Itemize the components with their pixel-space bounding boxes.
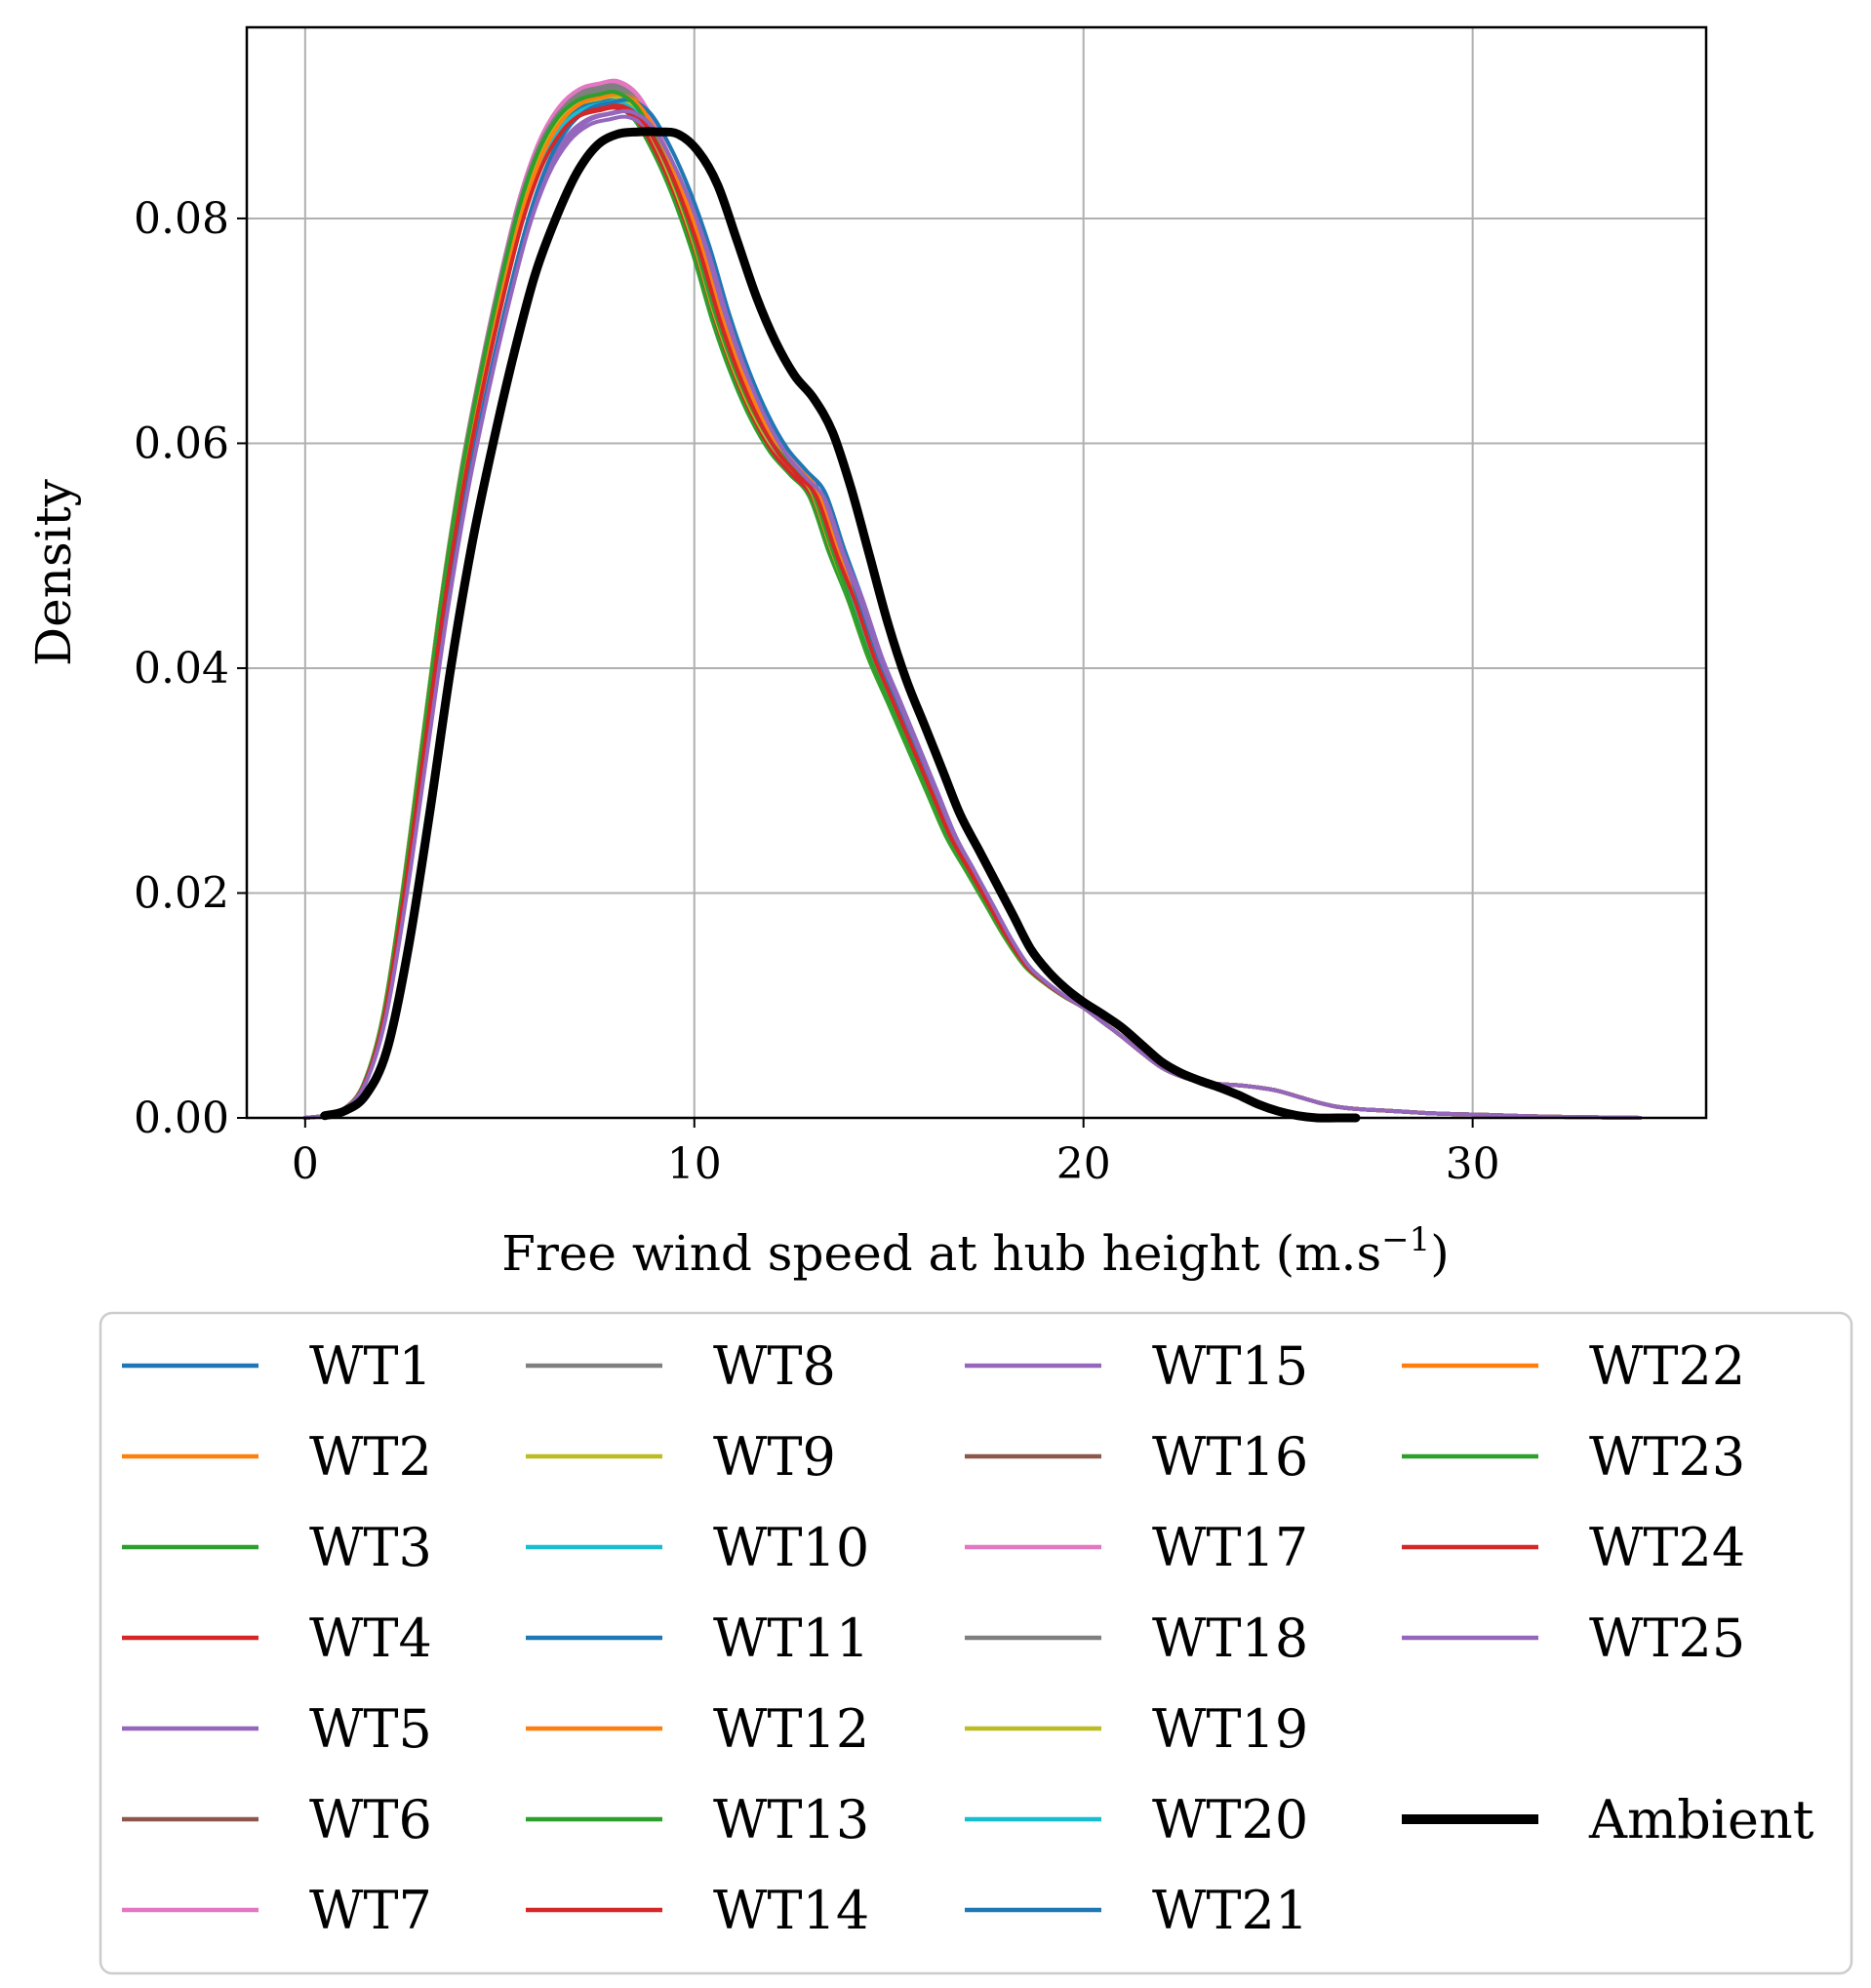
- legend-label-wt10: WT10: [713, 1517, 869, 1578]
- legend-label-wt2: WT2: [309, 1426, 432, 1488]
- legend-label-wt12: WT12: [713, 1698, 869, 1760]
- legend-label-wt17: WT17: [1152, 1517, 1308, 1578]
- legend-label-wt6: WT6: [309, 1789, 432, 1850]
- legend-label-wt21: WT21: [1152, 1880, 1308, 1941]
- x-tick-label: 20: [1056, 1139, 1111, 1189]
- legend-label-wt25: WT25: [1589, 1608, 1745, 1669]
- series-line-ambient: [320, 127, 1361, 1123]
- axis-ticks: 0 10 20 30 0.00 0.02 0.04 0.06 0.08: [134, 194, 1500, 1189]
- legend-label-wt22: WT22: [1589, 1335, 1745, 1397]
- legend-label-wt13: WT13: [713, 1789, 869, 1850]
- legend-label-wt11: WT11: [713, 1608, 869, 1669]
- plot-frame: [245, 25, 1708, 1120]
- y-tick-label: 0.08: [134, 194, 229, 244]
- legend-box: [99, 1311, 1853, 1975]
- x-axis-label-superscript: −1: [1381, 1220, 1430, 1259]
- legend-label-ambient: Ambient: [1588, 1789, 1814, 1850]
- legend-label-wt1: WT1: [309, 1335, 432, 1397]
- legend-label-wt3: WT3: [309, 1517, 432, 1578]
- y-tick-label: 0.00: [134, 1093, 229, 1143]
- legend-label-wt5: WT5: [309, 1698, 432, 1760]
- legend-label-wt7: WT7: [309, 1880, 432, 1941]
- legend-label-wt19: WT19: [1152, 1698, 1308, 1760]
- x-axis-label-end: ): [1430, 1225, 1450, 1282]
- x-tick-label: 30: [1446, 1139, 1500, 1189]
- legend-label-wt23: WT23: [1589, 1426, 1745, 1488]
- legend-label-wt18: WT18: [1152, 1608, 1308, 1669]
- x-axis-label: Free wind speed at hub height (m.s−1): [501, 1220, 1450, 1282]
- x-tick-label: 10: [667, 1139, 722, 1189]
- legend-label-wt9: WT9: [713, 1426, 836, 1488]
- legend-label-wt4: WT4: [309, 1608, 432, 1669]
- series-lines: [302, 78, 1643, 1123]
- legend-label-wt16: WT16: [1152, 1426, 1308, 1488]
- y-tick-label: 0.02: [134, 868, 229, 918]
- series-line-wt25: [302, 108, 1643, 1120]
- y-tick-label: 0.04: [134, 644, 229, 694]
- legend-label-wt15: WT15: [1152, 1335, 1308, 1397]
- legend: WT1 WT2 WT3 WT4 WT5 WT6 WT7 WT8 WT9 WT10 WT11 WT12 W…: [99, 1311, 1853, 1975]
- y-tick-label: 0.06: [134, 418, 229, 468]
- x-tick-label: 0: [292, 1139, 319, 1189]
- legend-label-wt20: WT20: [1152, 1789, 1308, 1850]
- legend-label-wt24: WT24: [1589, 1517, 1745, 1578]
- y-axis-label: Density: [25, 478, 82, 666]
- legend-label-wt8: WT8: [713, 1335, 836, 1397]
- legend-label-wt14: WT14: [713, 1880, 869, 1941]
- x-axis-label-main: Free wind speed at hub height (m.s: [501, 1225, 1381, 1282]
